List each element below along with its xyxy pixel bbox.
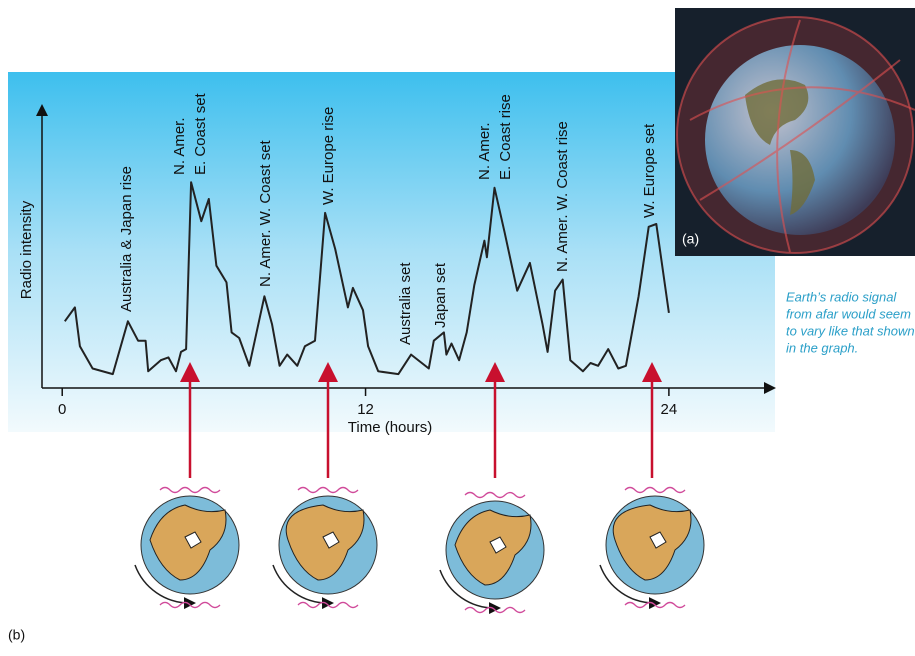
caption-line: to vary like that shown (786, 323, 915, 338)
panel-label: (b) (8, 627, 25, 643)
caption-line: in the graph. (786, 340, 858, 355)
annotation: W. Europe set (641, 123, 658, 218)
caption-line: Earth’s radio signal (786, 289, 897, 304)
annotation: Australia & Japan rise (118, 166, 135, 312)
y-axis-label: Radio intensity (18, 200, 35, 299)
radio-wave (160, 488, 220, 493)
x-axis-label: Time (hours) (348, 419, 432, 436)
caption-line: from afar would seem (786, 306, 911, 321)
panel-label: (a) (682, 231, 699, 247)
radio-wave (465, 493, 525, 498)
radio-wave (625, 488, 685, 493)
annotation: N. Amer. (476, 122, 493, 180)
annotation: N. Amer. W. Coast rise (554, 121, 571, 272)
earth-photo: (a) (675, 8, 915, 256)
annotation: E. Coast rise (497, 94, 514, 180)
annotation: Australia set (397, 262, 414, 345)
annotation: N. Amer. (171, 117, 188, 175)
annotation: W. Europe rise (320, 107, 337, 205)
x-tick-label: 0 (58, 401, 66, 418)
annotation: Japan set (432, 262, 449, 328)
annotation: E. Coast set (192, 92, 209, 175)
radio-wave (298, 488, 358, 493)
figure: (a) (b) Radio intensity Time (hours) 0 12… (0, 0, 915, 651)
annotation: N. Amer. W. Coast set (257, 139, 274, 287)
x-tick-label: 12 (357, 401, 374, 418)
x-tick-label: 24 (661, 401, 678, 418)
